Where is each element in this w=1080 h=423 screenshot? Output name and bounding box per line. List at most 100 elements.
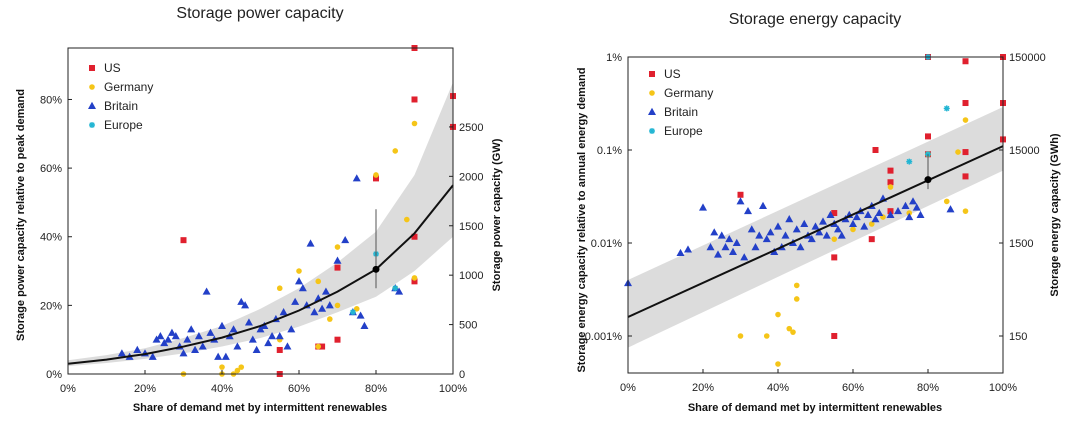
y-tick-label: 1% — [606, 52, 622, 64]
point-britain — [710, 228, 719, 236]
point-europe — [349, 309, 356, 316]
y-tick-label: 20% — [40, 300, 62, 312]
point-britain — [248, 335, 257, 343]
legend-label: Europe — [104, 118, 143, 132]
point-germany — [404, 216, 410, 223]
y2-axis-label: Storage power capacity (GW) — [491, 138, 503, 291]
point-germany — [775, 311, 781, 318]
point-britain — [714, 250, 722, 258]
point-britain — [275, 332, 284, 340]
point-britain — [762, 234, 771, 243]
point-germany — [850, 226, 856, 233]
x-tick-label: 100% — [989, 382, 1017, 394]
point-britain — [252, 345, 261, 353]
point-britain — [901, 201, 910, 209]
chart-title: Storage energy capacity — [729, 11, 902, 28]
point-britain — [156, 332, 165, 340]
y-axis-label: Storage power capacity relative to peak … — [15, 89, 27, 341]
point-us — [276, 346, 283, 353]
point-us — [831, 254, 838, 261]
point-us — [962, 58, 969, 65]
point-germany — [793, 282, 800, 289]
point-britain — [171, 332, 180, 340]
legend-marker-britain — [648, 107, 656, 115]
point-us — [962, 173, 969, 180]
point-britain — [736, 197, 745, 205]
legend-marker-europe — [89, 122, 95, 128]
central-estimate-point — [924, 176, 932, 184]
y2-tick-label: 150000 — [1009, 52, 1046, 64]
point-britain — [721, 243, 730, 251]
point-us — [887, 179, 894, 186]
point-britain — [909, 197, 917, 205]
point-britain — [800, 219, 809, 228]
point-britain — [894, 206, 902, 215]
point-germany — [315, 343, 322, 350]
point-germany — [786, 325, 793, 332]
legend: US Germany Britain Europe — [648, 67, 713, 138]
point-germany — [887, 184, 894, 190]
legend-marker-germany — [649, 90, 655, 96]
chart-storage-power-capacity: Storage power capacity 0% 20% 40% 60% 80% 100… — [15, 5, 503, 414]
point-britain — [706, 243, 715, 251]
x-tick-label: 80% — [365, 383, 387, 395]
point-britain — [291, 297, 300, 305]
axis-layer: 0% 20% 40% 60% 80% 100% 0.001% 0.01% 0.1% 1% 150 15… — [585, 52, 1046, 394]
x-axis-label: Share of demand met by intermittent rene… — [133, 402, 387, 414]
legend: US Germany Britain Europe — [88, 61, 153, 132]
point-britain — [912, 203, 921, 211]
point-britain — [167, 328, 176, 336]
point-germany — [392, 148, 399, 154]
point-germany — [775, 361, 781, 367]
point-britain — [295, 277, 303, 285]
chart-storage-energy-capacity: Storage energy capacity 0% 20% 40% 60% 80% 10… — [576, 11, 1061, 414]
point-britain — [875, 208, 884, 217]
plot-frame — [627, 56, 1004, 374]
point-germany — [353, 306, 360, 312]
point-germany — [793, 296, 800, 302]
point-germany — [943, 198, 950, 205]
point-us — [373, 175, 379, 182]
point-britain — [740, 253, 749, 261]
point-britain — [871, 215, 880, 223]
point-britain — [781, 231, 790, 239]
point-britain — [241, 301, 250, 309]
point-britain — [214, 352, 223, 360]
legend-label: Europe — [664, 124, 703, 138]
trend-line — [627, 145, 1004, 318]
point-us — [831, 332, 838, 339]
point-us — [868, 236, 875, 243]
y-tick-label: 60% — [40, 163, 62, 175]
y2-tick-label: 2500 — [459, 122, 483, 134]
y2-tick-label: 500 — [459, 320, 477, 332]
confidence-band — [68, 82, 453, 367]
point-britain — [321, 287, 330, 295]
point-germany — [955, 149, 961, 155]
point-britain — [684, 245, 692, 253]
y2-axis-label: Storage energy capacity (GWh) — [1049, 133, 1061, 297]
point-britain — [886, 210, 895, 218]
legend-label: Germany — [664, 86, 713, 100]
legend-label: Germany — [104, 80, 153, 94]
point-us — [411, 233, 418, 240]
point-us — [962, 100, 969, 107]
point-europe — [392, 285, 399, 292]
x-tick-label: 80% — [917, 382, 939, 394]
point-germany — [334, 302, 341, 309]
point-us — [334, 336, 341, 343]
x-axis-label: Share of demand met by intermittent rene… — [688, 402, 942, 414]
point-britain — [318, 304, 327, 312]
point-britain — [237, 297, 246, 305]
point-germany — [411, 120, 418, 127]
point-britain — [133, 345, 142, 353]
legend-label: US — [104, 61, 121, 75]
point-britain — [822, 231, 831, 239]
point-britain — [298, 284, 307, 292]
point-britain — [268, 332, 277, 340]
point-germany — [238, 364, 245, 370]
point-britain — [148, 352, 157, 360]
point-germany — [373, 172, 379, 178]
point-britain — [852, 212, 861, 221]
point-britain — [759, 201, 767, 209]
